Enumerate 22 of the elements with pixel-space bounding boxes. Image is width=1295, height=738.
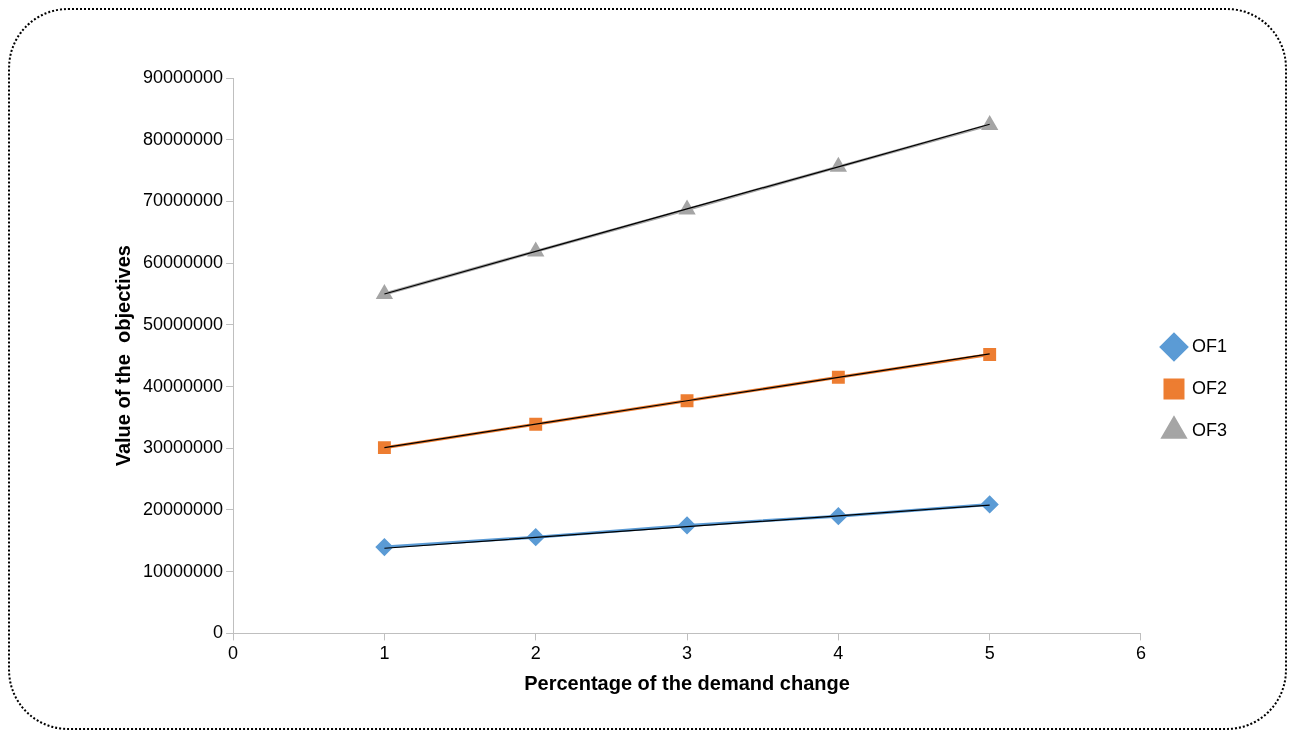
x-tick-label: 4 [833,643,844,664]
y-tick-label: 50000000 [142,313,224,334]
y-tick-label: 10000000 [142,560,224,581]
legend-label: OF1 [1191,335,1228,356]
x-tick-label: 2 [530,643,541,664]
x-tick-label: 5 [984,643,995,664]
x-tick-label: 1 [379,643,390,664]
y-tick-label: 0 [213,622,224,643]
y-axis-title: Value of the objectives [111,245,134,467]
y-tick-label: 80000000 [142,128,224,149]
x-tick-label: 0 [228,643,239,664]
x-axis-title: Percentage of the demand change [524,671,850,694]
y-tick-label: 40000000 [142,375,224,396]
y-tick-label: 30000000 [142,437,224,458]
y-tick-label: 90000000 [142,66,224,87]
legend-label: OF2 [1191,377,1228,398]
x-tick-label: 3 [682,643,693,664]
x-tick-label: 6 [1135,643,1146,664]
legend-label: OF3 [1191,419,1228,440]
y-tick-label: 70000000 [142,190,224,211]
y-tick-label: 20000000 [142,498,224,519]
y-tick-label: 60000000 [142,252,224,273]
